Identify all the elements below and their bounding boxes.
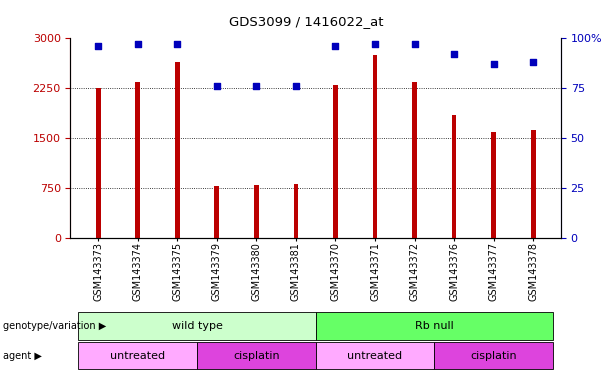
Point — [330, 43, 340, 50]
Text: cisplatin: cisplatin — [470, 351, 517, 361]
Point — [93, 43, 103, 50]
Bar — [452, 115, 457, 238]
Bar — [412, 82, 417, 238]
Text: GDS3099 / 1416022_at: GDS3099 / 1416022_at — [229, 15, 384, 28]
Point — [489, 61, 498, 68]
Text: genotype/variation ▶: genotype/variation ▶ — [3, 321, 106, 331]
Text: wild type: wild type — [172, 321, 223, 331]
Bar — [135, 82, 140, 238]
Point — [370, 41, 380, 48]
Point — [528, 59, 538, 65]
Bar — [531, 130, 536, 238]
Point — [449, 51, 459, 58]
Bar — [96, 88, 101, 238]
Text: untreated: untreated — [110, 351, 166, 361]
Bar — [294, 184, 299, 238]
Point — [409, 41, 419, 48]
Point — [251, 83, 261, 89]
Bar — [491, 132, 496, 238]
Text: Rb null: Rb null — [415, 321, 454, 331]
Text: cisplatin: cisplatin — [233, 351, 280, 361]
Bar — [175, 62, 180, 238]
Bar — [333, 85, 338, 238]
Point — [291, 83, 301, 89]
Text: untreated: untreated — [348, 351, 403, 361]
Text: agent ▶: agent ▶ — [3, 351, 42, 361]
Point — [133, 41, 143, 48]
Bar — [373, 55, 378, 238]
Bar — [254, 185, 259, 238]
Point — [172, 41, 182, 48]
Bar — [215, 186, 219, 238]
Point — [212, 83, 222, 89]
